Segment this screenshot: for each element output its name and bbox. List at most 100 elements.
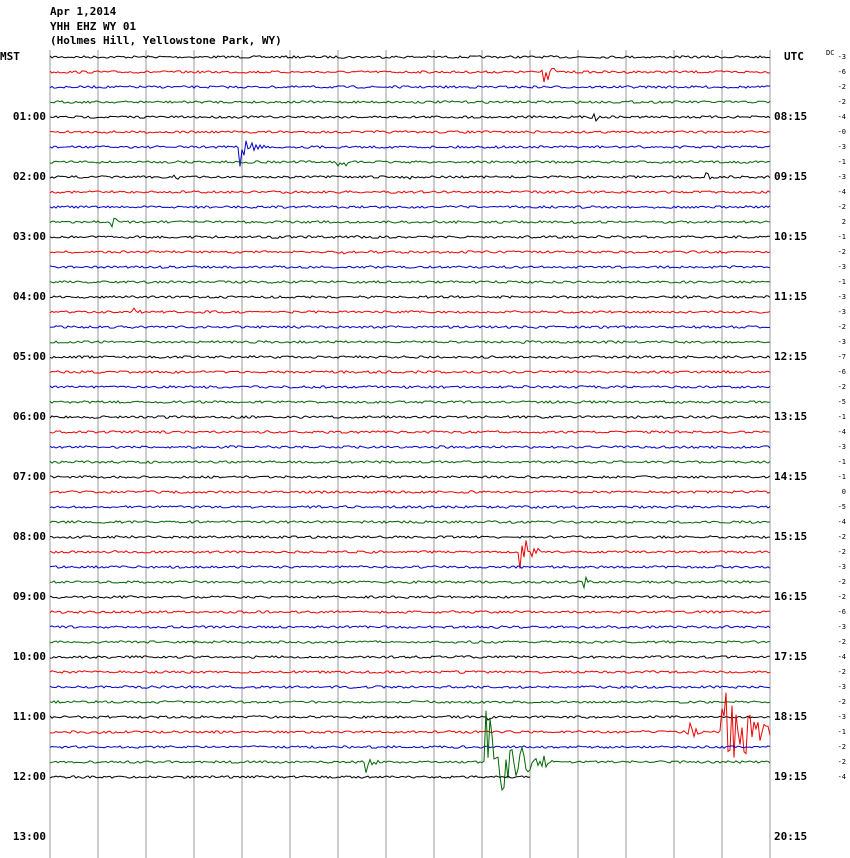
utc-time: 19:15 — [774, 770, 807, 783]
header-location: (Holmes Hill, Yellowstone Park, WY) — [50, 34, 282, 47]
dc-offset: -2 — [838, 593, 846, 601]
header-date: Apr 1,2014 — [50, 5, 117, 18]
trace — [49, 325, 771, 329]
trace — [49, 67, 771, 83]
trace — [49, 307, 771, 314]
mst-time: 02:00 — [13, 170, 46, 183]
dc-offset: -3 — [838, 143, 846, 151]
mst-time: 12:00 — [13, 770, 46, 783]
dc-offset: -3 — [838, 683, 846, 691]
trace — [49, 355, 771, 359]
utc-time: 15:15 — [774, 530, 807, 543]
utc-time: 11:15 — [774, 290, 807, 303]
utc-time: 16:15 — [774, 590, 807, 603]
dc-offset: -1 — [838, 413, 846, 421]
dc-offset: -3 — [838, 53, 846, 61]
utc-time: 17:15 — [774, 650, 807, 663]
trace — [49, 415, 771, 419]
trace — [49, 595, 771, 599]
trace — [49, 610, 771, 614]
utc-time: 10:15 — [774, 230, 807, 243]
trace — [49, 565, 771, 569]
utc-time: 12:15 — [774, 350, 807, 363]
dc-offset: -2 — [838, 83, 846, 91]
trace — [49, 575, 771, 590]
trace — [49, 235, 771, 239]
mst-time: 04:00 — [13, 290, 46, 303]
dc-offset: -2 — [838, 698, 846, 706]
dc-offset: -2 — [838, 548, 846, 556]
dc-offset: -1 — [838, 233, 846, 241]
dc-offset: -3 — [838, 563, 846, 571]
trace — [49, 370, 771, 374]
dc-offset: -3 — [838, 263, 846, 271]
dc-offset: -0 — [838, 128, 846, 136]
dc-offset: -6 — [838, 68, 846, 76]
trace — [49, 250, 771, 255]
dc-offset: -3 — [838, 338, 846, 346]
trace — [49, 640, 771, 644]
utc-time: 13:15 — [774, 410, 807, 423]
dc-offset: -3 — [838, 443, 846, 451]
dc-label: DC — [826, 49, 834, 57]
dc-offset: -4 — [838, 773, 846, 781]
trace — [49, 340, 771, 344]
dc-offset: -2 — [838, 533, 846, 541]
dc-offset: -2 — [838, 323, 846, 331]
trace — [49, 540, 771, 569]
mst-time: 06:00 — [13, 410, 46, 423]
trace — [49, 520, 771, 524]
mst-time: 05:00 — [13, 350, 46, 363]
trace — [49, 100, 771, 104]
utc-time: 09:15 — [774, 170, 807, 183]
trace — [49, 280, 771, 284]
utc-time: 18:15 — [774, 710, 807, 723]
trace — [49, 55, 771, 59]
utc-time: 14:15 — [774, 470, 807, 483]
trace — [49, 670, 771, 674]
dc-offset: -1 — [838, 158, 846, 166]
left-axis-label: MST — [0, 50, 20, 63]
trace — [49, 445, 771, 449]
trace — [49, 460, 771, 464]
trace — [49, 217, 771, 229]
dc-offset: -2 — [838, 248, 846, 256]
trace — [49, 745, 771, 749]
dc-offset: -3 — [838, 713, 846, 721]
trace — [49, 505, 771, 509]
trace — [49, 190, 771, 194]
trace — [49, 490, 771, 494]
trace — [49, 295, 771, 299]
mst-time: 01:00 — [13, 110, 46, 123]
dc-offset: -3 — [838, 293, 846, 301]
dc-offset: -4 — [838, 428, 846, 436]
mst-time: 07:00 — [13, 470, 46, 483]
trace — [49, 715, 771, 721]
trace — [49, 112, 771, 122]
dc-offset: 0 — [842, 488, 846, 496]
header-station: YHH EHZ WY 01 — [50, 20, 136, 33]
trace — [49, 430, 771, 434]
trace — [49, 475, 771, 479]
mst-time: 13:00 — [13, 830, 46, 843]
mst-time: 08:00 — [13, 530, 46, 543]
dc-offset: -3 — [838, 308, 846, 316]
dc-offset: 2 — [842, 218, 846, 226]
trace — [49, 655, 770, 659]
trace — [49, 160, 771, 168]
dc-offset: -2 — [838, 743, 846, 751]
dc-offset: -3 — [838, 623, 846, 631]
right-axis-label: UTC — [784, 50, 804, 63]
dc-offset: -2 — [838, 203, 846, 211]
dc-offset: -6 — [838, 368, 846, 376]
mst-time: 11:00 — [13, 710, 46, 723]
dc-offset: -5 — [838, 398, 846, 406]
dc-offset: -1 — [838, 278, 846, 286]
trace — [49, 205, 771, 209]
dc-offset: -2 — [838, 668, 846, 676]
utc-time: 08:15 — [774, 110, 807, 123]
dc-offset: -3 — [838, 173, 846, 181]
trace — [49, 692, 771, 758]
dc-offset: -4 — [838, 113, 846, 121]
